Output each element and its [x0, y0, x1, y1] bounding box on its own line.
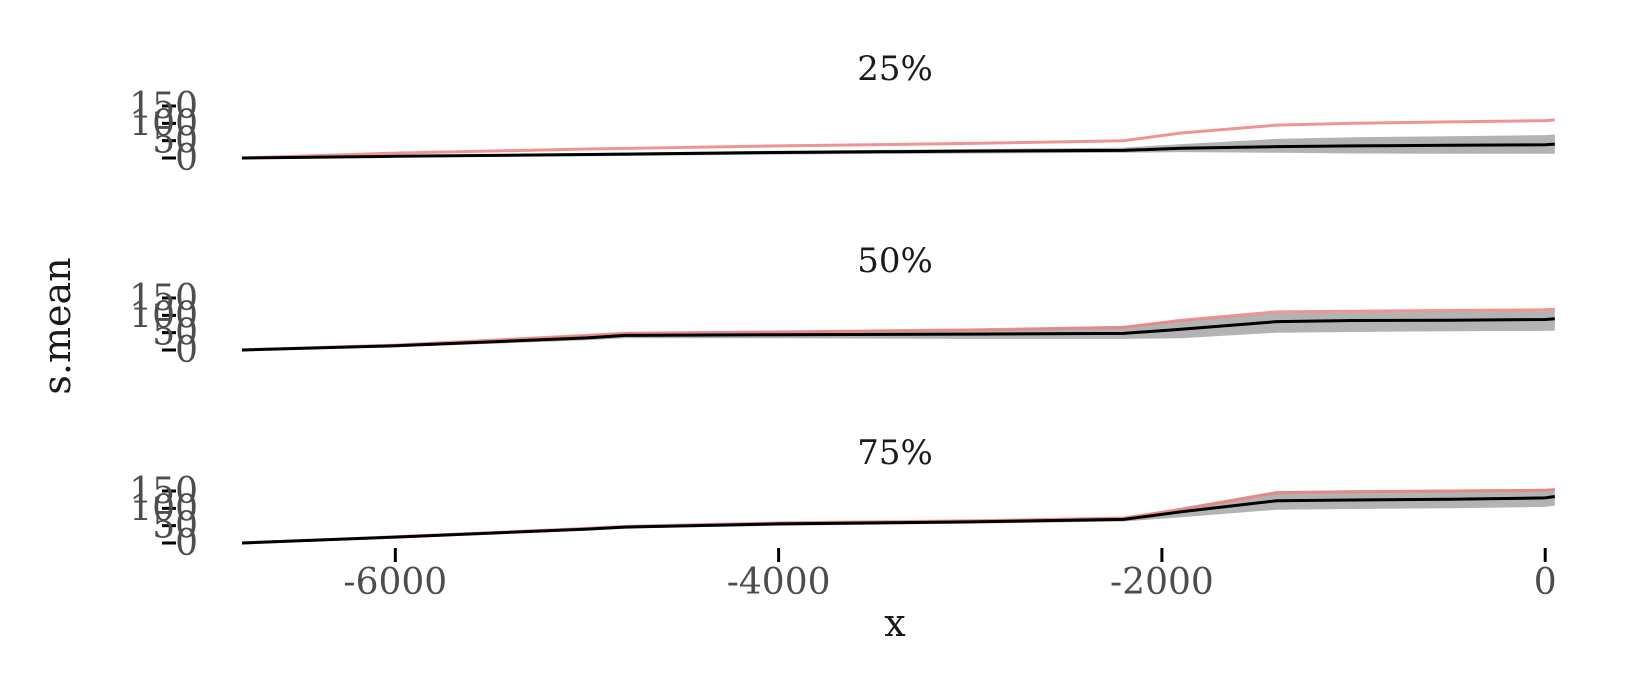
y-tick-label: 50 [152, 506, 198, 547]
y-tick-label: 100 [129, 103, 198, 144]
x-axis: -6000 -4000 -2000 0 [343, 548, 1557, 603]
x-axis-label: x [884, 601, 905, 645]
panel-title: 75% [857, 433, 933, 473]
y-tick-label: 150 [129, 278, 198, 319]
panel-title: 25% [857, 49, 933, 89]
y-tick-label: 50 [152, 313, 198, 354]
reference-line [241, 307, 1555, 352]
y-tick-label: 150 [129, 471, 198, 512]
y-tick-label: 100 [129, 488, 198, 529]
y-tick-label: 0 [175, 138, 198, 179]
x-tick-label: -6000 [343, 562, 447, 603]
reference-line [241, 118, 1555, 160]
y-tick-label: 0 [175, 330, 198, 371]
mean-line [241, 495, 1556, 545]
y-tick-label: 100 [129, 295, 198, 336]
x-tick-label: -2000 [1110, 562, 1214, 603]
mean-line [241, 142, 1555, 160]
panel-title: 50% [857, 241, 933, 281]
x-tick-label: 0 [1534, 562, 1557, 603]
y-tick-label: 0 [175, 523, 198, 564]
confidence-band [242, 134, 1555, 158]
x-tick-label: -4000 [727, 562, 831, 603]
mean-line [241, 317, 1555, 352]
y-tick-label: 150 [129, 86, 198, 127]
y-tick-label: 50 [152, 121, 198, 162]
y-axis-label: s.mean [35, 257, 79, 394]
